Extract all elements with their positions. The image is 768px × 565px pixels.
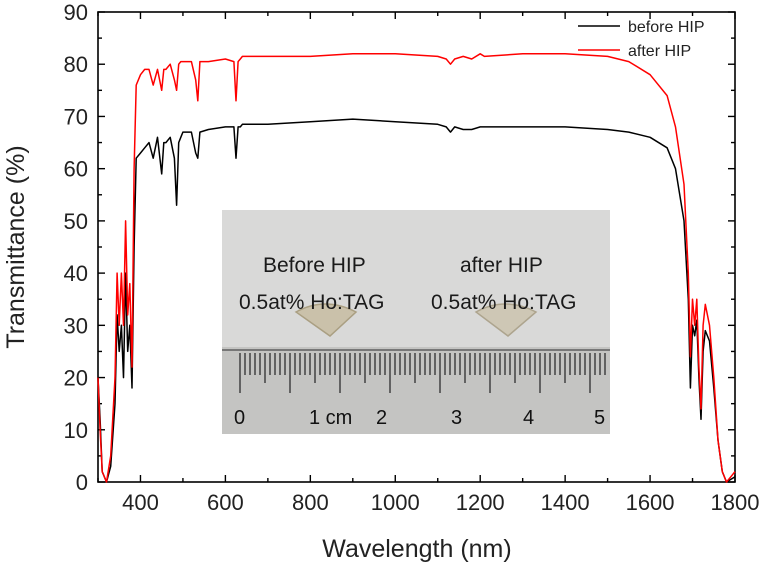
legend-label-before: before HIP <box>628 19 704 36</box>
y-tick-label: 50 <box>64 209 88 234</box>
y-tick-label: 90 <box>64 0 88 25</box>
x-tick-label: 800 <box>292 490 329 515</box>
sample-before <box>294 303 358 337</box>
ruler-label-3: 3 <box>451 407 462 429</box>
photo-sample-label-after: 0.5at% Ho:TAG <box>431 291 577 314</box>
x-axis-title: Wavelength (nm) <box>322 535 511 563</box>
legend: before HIP after HIP <box>578 19 704 60</box>
x-tick-label: 1000 <box>371 490 420 515</box>
photo-sample-label-before: 0.5at% Ho:TAG <box>239 291 385 314</box>
series-layer <box>97 53 736 483</box>
y-tick-label: 10 <box>64 418 88 443</box>
x-tick-label: 1200 <box>456 490 505 515</box>
x-tick-label: 1800 <box>711 490 760 515</box>
y-tick-label: 70 <box>64 104 88 129</box>
inset-photo: Before HIP after HIP 0.5at% Ho:TAG 0.5at… <box>222 210 610 434</box>
y-tick-label: 40 <box>64 261 88 286</box>
y-tick-label: 80 <box>64 52 88 77</box>
y-tick-label: 20 <box>64 366 88 391</box>
photo-before-title: Before HIP <box>263 254 366 277</box>
y-tick-label: 60 <box>64 157 88 182</box>
ruler-label-4: 4 <box>523 407 534 429</box>
series-line-after-hip <box>97 53 736 483</box>
y-tick-label: 0 <box>76 470 88 495</box>
axis-ticks <box>97 11 736 483</box>
ruler-label-5: 5 <box>594 407 605 429</box>
x-tick-label: 1600 <box>626 490 675 515</box>
legend-label-after: after HIP <box>628 43 691 60</box>
ruler-label-2: 2 <box>376 407 387 429</box>
ruler-label-0: 0 <box>234 407 245 429</box>
photo-after-title: after HIP <box>460 254 543 277</box>
photo-paper <box>222 210 610 350</box>
ruler-ticks <box>239 353 606 393</box>
y-axis-title: Transmittance (%) <box>2 145 30 348</box>
sample-after <box>474 303 538 337</box>
ruler-label-1cm: 1 cm <box>309 407 352 429</box>
x-tick-label: 400 <box>122 490 159 515</box>
tick-labels: 400 600 800 1000 1200 1400 1600 180001020304050… <box>64 0 760 515</box>
y-tick-label: 30 <box>64 313 88 338</box>
x-tick-label: 1400 <box>541 490 590 515</box>
x-tick-label: 600 <box>207 490 244 515</box>
